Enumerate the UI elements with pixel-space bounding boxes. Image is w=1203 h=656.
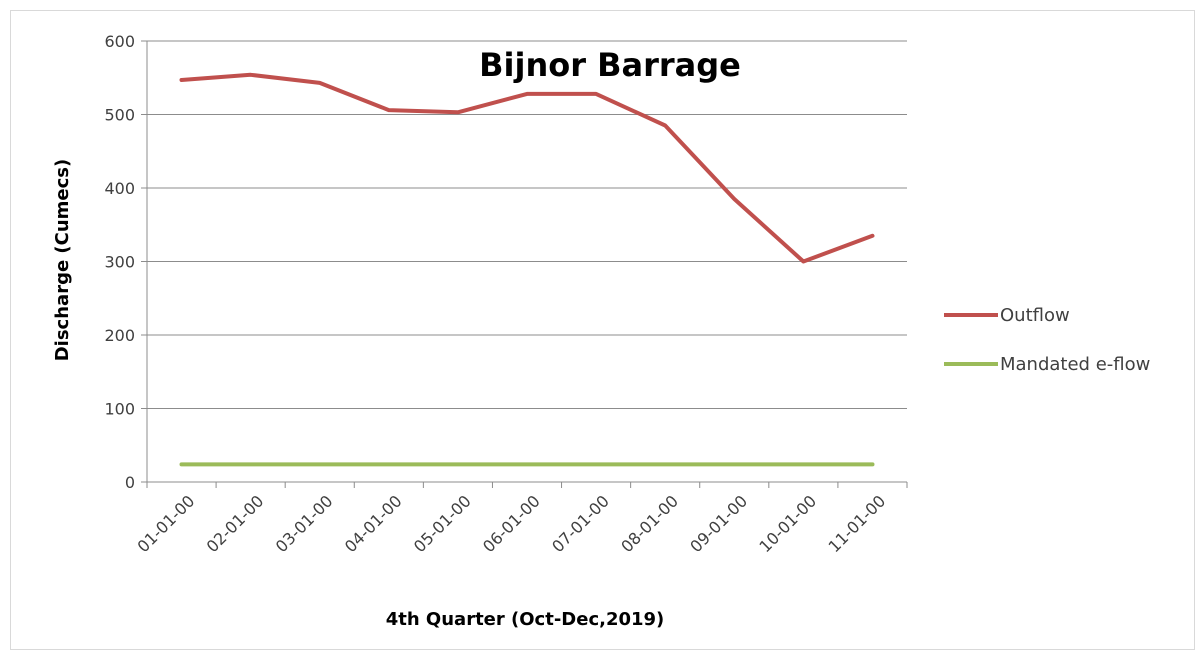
x-tick-label: 08-01-00	[617, 491, 682, 556]
x-tick-label: 01-01-00	[134, 491, 199, 556]
y-tick-label: 100	[104, 400, 135, 419]
legend: Outflow Mandated e-flow	[944, 305, 1150, 375]
y-tick-label: 400	[104, 179, 135, 198]
x-tick-label: 10-01-00	[755, 491, 820, 556]
x-tick-label: 07-01-00	[548, 491, 613, 556]
chart-title: Bijnor Barrage	[479, 46, 741, 84]
legend-label-mandated-e-flow: Mandated e-flow	[1000, 354, 1150, 375]
x-tick-label: 11-01-00	[824, 491, 889, 556]
series-lines	[179, 72, 875, 467]
y-tick-label: 0	[125, 473, 135, 492]
x-tick-label: 06-01-00	[479, 491, 544, 556]
axes	[141, 40, 908, 488]
x-tick-label: 04-01-00	[341, 491, 406, 556]
x-tick-label: 02-01-00	[203, 491, 268, 556]
x-axis-title: 4th Quarter (Oct-Dec,2019)	[386, 609, 665, 630]
x-tick-label: 05-01-00	[410, 491, 475, 556]
x-tick-label: 03-01-00	[272, 491, 337, 556]
x-tick-label: 09-01-00	[686, 491, 751, 556]
y-tick-label: 600	[104, 32, 135, 51]
gridlines	[147, 40, 907, 409]
y-tick-label: 300	[104, 253, 135, 272]
chart-frame	[10, 10, 1195, 650]
legend-label-outflow: Outflow	[1000, 305, 1070, 326]
x-tick-labels: 01-01-00 02-01-00 03-01-00 04-01-00 05-01-00…	[134, 491, 890, 556]
y-tick-labels: 0 100 200 300 400 500 600	[104, 32, 135, 492]
series-line-outflow	[179, 72, 875, 264]
y-tick-label: 500	[104, 106, 135, 125]
y-axis-title: Discharge (Cumecs)	[52, 159, 73, 362]
y-tick-label: 200	[104, 326, 135, 345]
